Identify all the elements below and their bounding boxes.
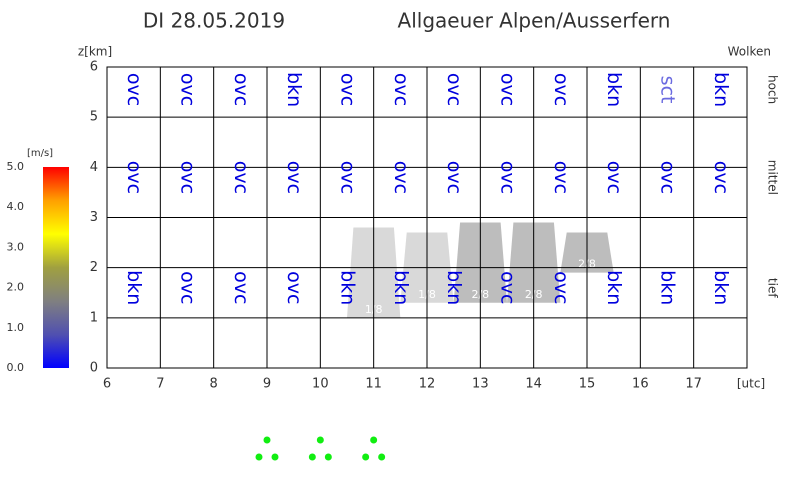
y-axis-label: z[km] bbox=[78, 45, 112, 59]
cloud-code: ovc bbox=[497, 73, 519, 106]
shower-dot bbox=[316, 436, 324, 444]
layer-label: tief bbox=[766, 278, 780, 298]
cloud-code: ovc bbox=[230, 271, 252, 304]
colorbar-label: [m/s] bbox=[27, 148, 53, 159]
y-tick-label: 0 bbox=[90, 361, 98, 376]
shower-symbol bbox=[255, 436, 279, 461]
cloud-code: ovc bbox=[337, 161, 359, 194]
shower-dot bbox=[370, 436, 378, 444]
cloud-code: bkn bbox=[283, 72, 305, 107]
colorbar-tick-label: 4.0 bbox=[7, 200, 25, 213]
plot-frame bbox=[106, 66, 748, 369]
x-tick-label: 11 bbox=[365, 377, 382, 392]
x-tick-label: 10 bbox=[312, 377, 329, 392]
cloud-code: ovc bbox=[550, 73, 572, 106]
colorbar-tick-label: 5.0 bbox=[7, 160, 25, 173]
cloud-code: ovc bbox=[710, 161, 732, 194]
cloud-code: sct bbox=[657, 76, 679, 104]
x-tick-label: 9 bbox=[263, 377, 271, 392]
shower-dot bbox=[324, 453, 332, 461]
cloud-code: ovc bbox=[390, 161, 412, 194]
cloud-code: ovc bbox=[550, 161, 572, 194]
cloud-code: ovc bbox=[657, 161, 679, 194]
shower-dot bbox=[271, 453, 279, 461]
cloud-code: ovc bbox=[390, 73, 412, 106]
cloud-code: ovc bbox=[497, 271, 519, 304]
y-tick-label: 1 bbox=[90, 310, 98, 325]
shower-symbol bbox=[362, 436, 386, 461]
colorbar-tick-label: 0.0 bbox=[7, 361, 25, 374]
colorbar-tick-label: 3.0 bbox=[7, 240, 25, 253]
shower-dot bbox=[378, 453, 386, 461]
cloud-code: ovc bbox=[230, 161, 252, 194]
cloud-code: ovc bbox=[497, 161, 519, 194]
x-tick-label: 17 bbox=[685, 377, 702, 392]
cloud-code: bkn bbox=[443, 270, 465, 305]
chart-subtitle: Allgaeuer Alpen/Ausserfern bbox=[398, 9, 671, 33]
x-tick-label: 16 bbox=[632, 377, 649, 392]
cloud-code: bkn bbox=[657, 270, 679, 305]
layer-label: mittel bbox=[766, 160, 780, 195]
cloud-code: bkn bbox=[603, 270, 625, 305]
cloud-code: bkn bbox=[603, 72, 625, 107]
x-tick-label: 15 bbox=[579, 377, 596, 392]
cloud-code: ovc bbox=[177, 73, 199, 106]
cloud-code: ovc bbox=[550, 271, 572, 304]
cloud-code: ovc bbox=[123, 161, 145, 194]
cloud-code: ovc bbox=[230, 73, 252, 106]
cloud-code: bkn bbox=[337, 270, 359, 305]
shower-dot bbox=[362, 453, 370, 461]
shower-dot bbox=[308, 453, 316, 461]
cloud-code: ovc bbox=[337, 73, 359, 106]
shower-symbol bbox=[308, 436, 332, 461]
y-tick-label: 4 bbox=[90, 160, 98, 175]
y-tick-label: 6 bbox=[90, 60, 98, 75]
x-tick-label: 7 bbox=[156, 377, 164, 392]
x-tick-label: 14 bbox=[525, 377, 542, 392]
cloud-code: ovc bbox=[283, 161, 305, 194]
cloud-code: ovc bbox=[283, 271, 305, 304]
cloud-code: ovc bbox=[443, 73, 465, 106]
cloud-code: ovc bbox=[177, 271, 199, 304]
colorbar bbox=[43, 167, 69, 368]
x-tick-label: 8 bbox=[210, 377, 218, 392]
cloud-code: ovc bbox=[177, 161, 199, 194]
colorbar-tick-label: 1.0 bbox=[7, 321, 25, 334]
y-tick-label: 5 bbox=[90, 110, 98, 125]
x-axis-label: [utc] bbox=[737, 377, 765, 391]
y-tick-label: 2 bbox=[90, 260, 98, 275]
shower-dot bbox=[263, 436, 271, 444]
cloud-code: ovc bbox=[123, 73, 145, 106]
x-tick-label: 13 bbox=[472, 377, 489, 392]
layer-label: hoch bbox=[766, 75, 780, 104]
colorbar-tick-label: 2.0 bbox=[7, 281, 25, 294]
cloud-code: bkn bbox=[123, 270, 145, 305]
chart-title: DI 28.05.2019 bbox=[143, 9, 285, 33]
y-tick-label: 3 bbox=[90, 210, 98, 225]
cloud-label: Wolken bbox=[728, 45, 771, 59]
shower-dot bbox=[255, 453, 263, 461]
cloud-code: bkn bbox=[390, 270, 412, 305]
cloud-code: bkn bbox=[710, 72, 732, 107]
x-tick-label: 12 bbox=[419, 377, 436, 392]
x-tick-label: 6 bbox=[103, 377, 111, 392]
cloud-code: ovc bbox=[443, 161, 465, 194]
cloud-code: ovc bbox=[603, 161, 625, 194]
cloud-code: bkn bbox=[710, 270, 732, 305]
